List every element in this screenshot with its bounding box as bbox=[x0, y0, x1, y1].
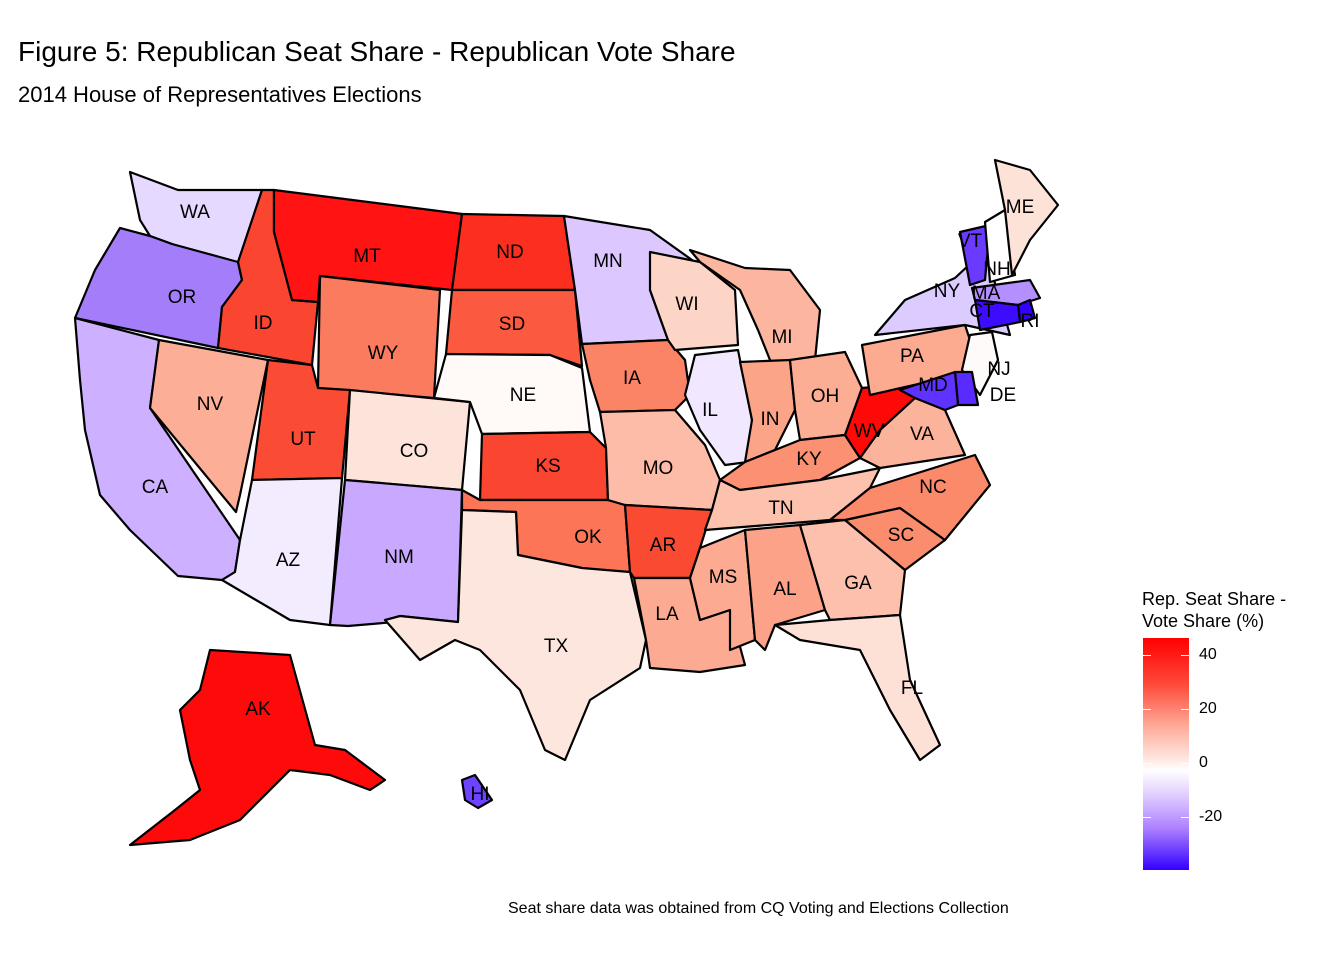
state-md bbox=[898, 370, 960, 412]
state-label-nh: NH bbox=[983, 259, 1010, 280]
state-label-va: VA bbox=[910, 424, 934, 445]
state-label-la: LA bbox=[655, 604, 679, 625]
state-label-wa: WA bbox=[180, 202, 210, 223]
state-label-ca: CA bbox=[142, 477, 169, 498]
state-label-tn: TN bbox=[768, 498, 793, 519]
state-label-tx: TX bbox=[544, 636, 569, 657]
state-label-mo: MO bbox=[643, 458, 674, 479]
legend-tick-label: 0 bbox=[1199, 754, 1208, 771]
state-label-md: MD bbox=[918, 375, 948, 396]
state-az bbox=[220, 476, 344, 627]
legend-tick-label: 40 bbox=[1199, 646, 1217, 663]
state-label-ct: CT bbox=[969, 301, 995, 322]
state-label-me: ME bbox=[1006, 197, 1035, 218]
legend-tick-label: -20 bbox=[1199, 808, 1223, 825]
state-nc bbox=[828, 453, 992, 542]
state-label-wy: WY bbox=[368, 343, 399, 364]
state-label-hi: HI bbox=[471, 784, 490, 805]
state-label-al: AL bbox=[773, 579, 796, 600]
state-label-ak: AK bbox=[245, 699, 271, 720]
chart-subtitle: 2014 House of Representatives Elections bbox=[18, 82, 422, 107]
state-label-mn: MN bbox=[593, 251, 623, 272]
state-label-il: IL bbox=[702, 400, 718, 421]
chart-title: Figure 5: Republican Seat Share - Republ… bbox=[18, 36, 736, 67]
state-label-wi: WI bbox=[675, 294, 698, 315]
state-label-in: IN bbox=[761, 409, 780, 430]
state-label-fl: FL bbox=[901, 678, 923, 699]
legend-colorbar bbox=[1143, 638, 1189, 870]
state-label-ar: AR bbox=[650, 535, 676, 556]
state-label-nc: NC bbox=[919, 477, 946, 498]
state-label-ri: RI bbox=[1021, 311, 1040, 332]
us-choropleth-map: WA OR CA ID NV MT WY UT AZ CO NM ND SD NE KS OK TX MN IA MO… bbox=[73, 158, 1060, 847]
state-hi bbox=[460, 773, 494, 810]
legend-title: Rep. Seat Share - Vote Share (%) bbox=[1142, 588, 1286, 632]
state-label-pa: PA bbox=[900, 346, 924, 367]
state-vt bbox=[958, 223, 992, 287]
state-label-ga: GA bbox=[844, 573, 872, 594]
state-tx bbox=[383, 508, 648, 762]
state-ct bbox=[973, 298, 1022, 332]
state-label-wv: WV bbox=[854, 421, 885, 442]
state-label-ky: KY bbox=[796, 449, 822, 470]
state-label-sc: SC bbox=[888, 525, 914, 546]
state-label-nd: ND bbox=[496, 242, 523, 263]
legend-tick-label: 20 bbox=[1199, 700, 1217, 717]
state-label-nm: NM bbox=[384, 547, 414, 568]
state-nv bbox=[148, 338, 270, 514]
state-co bbox=[343, 388, 472, 492]
state-label-or: OR bbox=[168, 287, 197, 308]
state-label-id: ID bbox=[254, 313, 273, 334]
state-label-ms: MS bbox=[709, 567, 738, 588]
state-fl bbox=[773, 613, 942, 762]
state-label-ia: IA bbox=[623, 368, 641, 389]
state-label-mt: MT bbox=[353, 246, 381, 267]
state-label-az: AZ bbox=[276, 550, 301, 571]
legend-title-line2: Vote Share (%) bbox=[1142, 611, 1265, 631]
state-me bbox=[993, 158, 1060, 277]
state-ak bbox=[128, 648, 387, 847]
state-wy bbox=[316, 274, 442, 400]
state-label-ne: NE bbox=[510, 385, 536, 406]
state-label-mi: MI bbox=[771, 327, 792, 348]
state-label-ut: UT bbox=[290, 429, 316, 450]
state-label-ok: OK bbox=[574, 527, 602, 548]
state-label-de: DE bbox=[990, 385, 1016, 406]
state-label-ny: NY bbox=[934, 281, 961, 302]
source-caption: Seat share data was obtained from CQ Vot… bbox=[508, 900, 1009, 917]
state-label-nj: NJ bbox=[987, 359, 1010, 380]
state-label-ks: KS bbox=[535, 456, 560, 477]
state-label-vt: VT bbox=[958, 231, 983, 252]
state-label-sd: SD bbox=[499, 314, 525, 335]
state-label-co: CO bbox=[400, 441, 429, 462]
legend-title-line1: Rep. Seat Share - bbox=[1142, 589, 1287, 609]
state-label-ma: MA bbox=[972, 283, 1001, 304]
state-label-nv: NV bbox=[197, 394, 224, 415]
state-label-oh: OH bbox=[811, 386, 840, 407]
